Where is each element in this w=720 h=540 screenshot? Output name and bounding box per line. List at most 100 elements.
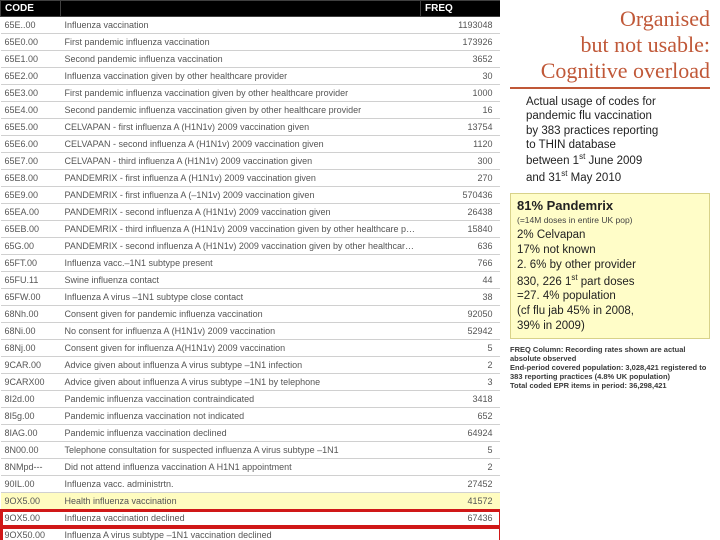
table-row: 9OX5.00Health influenza vaccination41572 (1, 493, 501, 510)
table-row: 65E2.00Influenza vaccination given by ot… (1, 68, 501, 85)
code-frequency-table: CODE FREQ 65E..00Influenza vaccination11… (0, 0, 500, 540)
cell-freq: 173926 (421, 34, 501, 51)
cell-freq: 38 (421, 289, 501, 306)
cell-freq: 2 (421, 357, 501, 374)
cell-desc: PANDEMRIX - first influenza A (H1N1v) 20… (61, 170, 421, 187)
cell-desc: Pandemic influenza vaccination declined (61, 425, 421, 442)
cell-code: 9OX5.00 (1, 510, 61, 527)
cell-freq: 41572 (421, 493, 501, 510)
cell-desc: Second pandemic influenza vaccination (61, 51, 421, 68)
table-row: 65FT.00Influenza vacc.–1N1 subtype prese… (1, 255, 501, 272)
cell-freq: 1000 (421, 85, 501, 102)
cell-freq: 67436 (421, 510, 501, 527)
table-row: 65E..00Influenza vaccination1193048 (1, 17, 501, 34)
cell-desc: Influenza vaccination given by other hea… (61, 68, 421, 85)
table-row: 65E9.00PANDEMRIX - first influenza A (–1… (1, 187, 501, 204)
table-row: 65E7.00CELVAPAN - third influenza A (H1N… (1, 153, 501, 170)
cell-code: 9CARX00 (1, 374, 61, 391)
cell-desc: Influenza A virus –1N1 subtype close con… (61, 289, 421, 306)
table-row: 90IL.00Influenza vacc. administrtn.27452 (1, 476, 501, 493)
cell-freq: 3 (421, 374, 501, 391)
cell-code: 9OX5.00 (1, 493, 61, 510)
cell-desc: Influenza vaccination (61, 17, 421, 34)
title-line-3: Cognitive overload (541, 58, 710, 83)
cell-code: 65E3.00 (1, 85, 61, 102)
table-row: 8N00.00Telephone consultation for suspec… (1, 442, 501, 459)
table-row: 68Ni.00No consent for influenza A (H1N1v… (1, 323, 501, 340)
cell-desc: No consent for influenza A (H1N1v) 2009 … (61, 323, 421, 340)
cell-code: 65E..00 (1, 17, 61, 34)
cell-code: 65FU.11 (1, 272, 61, 289)
cell-freq: 16 (421, 102, 501, 119)
cell-desc: Consent given for influenza A(H1N1v) 200… (61, 340, 421, 357)
cell-freq: 270 (421, 170, 501, 187)
cell-code: 65E6.00 (1, 136, 61, 153)
cell-freq: 1193048 (421, 17, 501, 34)
table-row: 68Nj.00Consent given for influenza A(H1N… (1, 340, 501, 357)
cell-freq: 1120 (421, 136, 501, 153)
cell-freq (421, 527, 501, 540)
table-row: 8NMpd---Did not attend influenza vaccina… (1, 459, 501, 476)
cell-freq: 52942 (421, 323, 501, 340)
stat-small: (=14M doses in entire UK pop) (517, 215, 703, 226)
table-row: 65EB.00PANDEMRIX - third influenza A (H1… (1, 221, 501, 238)
table-row: 8I2d.00Pandemic influenza vaccination co… (1, 391, 501, 408)
table-row: 65FW.00Influenza A virus –1N1 subtype cl… (1, 289, 501, 306)
cell-freq: 766 (421, 255, 501, 272)
footer-note: FREQ Column: Recording rates shown are a… (510, 345, 710, 390)
cell-freq: 300 (421, 153, 501, 170)
usage-note: Actual usage of codes for pandemic flu v… (510, 95, 710, 185)
cell-code: 8I5g.00 (1, 408, 61, 425)
cell-code: 65FW.00 (1, 289, 61, 306)
table-header-row: CODE FREQ (1, 1, 501, 17)
table-row: 65E6.00CELVAPAN - second influenza A (H1… (1, 136, 501, 153)
cell-freq: 26438 (421, 204, 501, 221)
cell-code: 8IAG.00 (1, 425, 61, 442)
cell-freq: 27452 (421, 476, 501, 493)
table-row: 65E5.00CELVAPAN - first influenza A (H1N… (1, 119, 501, 136)
cell-freq: 636 (421, 238, 501, 255)
cell-code: 65E2.00 (1, 68, 61, 85)
table-row: 65E8.00PANDEMRIX - first influenza A (H1… (1, 170, 501, 187)
cell-freq: 3418 (421, 391, 501, 408)
cell-freq: 44 (421, 272, 501, 289)
table-row: 65G.00PANDEMRIX - second influenza A (H1… (1, 238, 501, 255)
cell-desc: Influenza vacc.–1N1 subtype present (61, 255, 421, 272)
cell-freq: 5 (421, 442, 501, 459)
cell-desc: PANDEMRIX - second influenza A (H1N1v) 2… (61, 204, 421, 221)
table-row: 9OX5.00Influenza vaccination declined674… (1, 510, 501, 527)
cell-code: 65EB.00 (1, 221, 61, 238)
cell-desc: CELVAPAN - first influenza A (H1N1v) 200… (61, 119, 421, 136)
cell-freq: 3652 (421, 51, 501, 68)
cell-desc: Influenza vaccination declined (61, 510, 421, 527)
table-row: 68Nh.00Consent given for pandemic influe… (1, 306, 501, 323)
cell-freq: 30 (421, 68, 501, 85)
cell-desc: Pandemic influenza vaccination not indic… (61, 408, 421, 425)
cell-desc: Advice given about influenza A virus sub… (61, 357, 421, 374)
table-row: 65E4.00Second pandemic influenza vaccina… (1, 102, 501, 119)
cell-code: 65FT.00 (1, 255, 61, 272)
cell-code: 65E7.00 (1, 153, 61, 170)
cell-desc: Swine influenza contact (61, 272, 421, 289)
cell-desc: Second pandemic influenza vaccination gi… (61, 102, 421, 119)
cell-desc: PANDEMRIX - first influenza A (–1N1v) 20… (61, 187, 421, 204)
cell-code: 65EA.00 (1, 204, 61, 221)
cell-code: 65E5.00 (1, 119, 61, 136)
cell-code: 90IL.00 (1, 476, 61, 493)
cell-desc: Telephone consultation for suspected inf… (61, 442, 421, 459)
table-row: 8I5g.00Pandemic influenza vaccination no… (1, 408, 501, 425)
cell-code: 65E8.00 (1, 170, 61, 187)
cell-desc: PANDEMRIX - third influenza A (H1N1v) 20… (61, 221, 421, 238)
col-code: CODE (1, 1, 61, 17)
table-row: 65E1.00Second pandemic influenza vaccina… (1, 51, 501, 68)
cell-code: 68Nh.00 (1, 306, 61, 323)
table-row: 65E0.00First pandemic influenza vaccinat… (1, 34, 501, 51)
title-line-2: but not usable: (580, 32, 710, 57)
table-row: 8IAG.00Pandemic influenza vaccination de… (1, 425, 501, 442)
table-row: 9CARX00Advice given about influenza A vi… (1, 374, 501, 391)
table-row: 65EA.00PANDEMRIX - second influenza A (H… (1, 204, 501, 221)
cell-code: 9CAR.00 (1, 357, 61, 374)
cell-freq: 64924 (421, 425, 501, 442)
cell-desc: CELVAPAN - second influenza A (H1N1v) 20… (61, 136, 421, 153)
slide-title: Organised but not usable: Cognitive over… (510, 6, 710, 89)
